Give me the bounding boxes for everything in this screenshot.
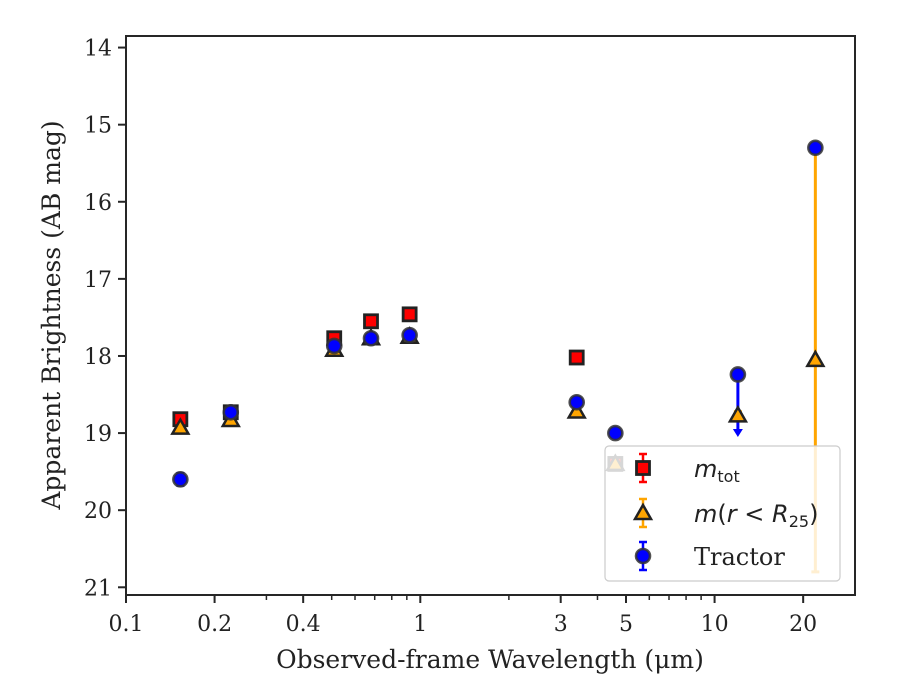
legend-label-mtot-m: m — [694, 455, 717, 483]
tractor-point-6 — [607, 424, 624, 442]
legend-marker-mtot — [635, 460, 651, 476]
legend-label-mr25-part-0: m — [694, 500, 717, 528]
tractor-point-8 — [807, 139, 824, 157]
legend-entry-mtot: mtot — [635, 452, 740, 486]
x-tick-label-1: 0.2 — [197, 612, 232, 637]
x-tick-label-7: 20 — [789, 612, 817, 637]
legend-box — [604, 445, 841, 582]
tractor-point-3 — [362, 329, 380, 347]
y-tick-label-4: 18 — [84, 345, 112, 370]
legend-entry-tractor: Tractor — [634, 540, 785, 572]
tractor-point-2 — [325, 337, 343, 355]
x-tick-label-0: 0.1 — [109, 612, 144, 637]
x-tick-label-6: 10 — [701, 612, 729, 637]
legend-marker-tractor — [634, 547, 652, 565]
legend-label-mr25-part-2: r — [727, 500, 739, 528]
mr25-point-8 — [805, 349, 826, 368]
y-tick-label-6: 20 — [84, 499, 112, 524]
y-tick-label-0: 14 — [84, 37, 112, 62]
y-tick-label-5: 19 — [84, 422, 112, 447]
legend-label-mtot: mtot — [694, 455, 740, 486]
legend-entry-mr25: m(r < R25) — [632, 497, 818, 531]
legend-label-mr25-part-3: < — [737, 500, 772, 528]
y-tick-label-7: 21 — [84, 576, 112, 601]
mtot-point-3 — [363, 313, 379, 330]
y-tick-label-1: 15 — [84, 114, 112, 139]
legend-label-mr25-part-6: ) — [809, 500, 818, 528]
mtot-point-5 — [568, 349, 585, 366]
tractor-point-1 — [222, 403, 240, 421]
legend-marker-mr25 — [632, 502, 654, 521]
mr25-point-7 — [727, 404, 749, 423]
legend-label-mr25-part-4: R — [772, 500, 789, 528]
x-tick-label-5: 5 — [619, 612, 633, 637]
tractor-point-0 — [172, 471, 189, 488]
y-tick-label-3: 17 — [84, 268, 112, 293]
tractor-point-4 — [401, 326, 418, 344]
legend-label-mr25-part-5: 25 — [789, 512, 809, 531]
legend-label-mr25-part-1: ( — [717, 500, 726, 528]
x-tick-label-4: 3 — [554, 612, 568, 637]
legend-label-mr25: m(r < R25) — [694, 500, 818, 531]
tractor-upper-limit-arrow-7 — [732, 428, 743, 437]
legend-label-mtot-sub: tot — [717, 467, 739, 486]
mr25-point-0 — [170, 417, 191, 435]
x-tick-label-3: 1 — [413, 612, 427, 637]
tractor-point-7 — [729, 366, 747, 383]
axes: 14 15 16 17 18 19 20 21 0.1 0.2 0.4 1 3 5 10 20 — [84, 35, 856, 637]
x-tick-label-2: 0.4 — [286, 612, 321, 637]
x-axis-label: Observed-frame Wavelength (μm) — [276, 645, 704, 674]
legend-label-tractor: Tractor — [694, 543, 785, 571]
y-tick-label-2: 16 — [84, 191, 112, 216]
mtot-point-4 — [401, 306, 418, 323]
tractor-point-5 — [568, 393, 586, 411]
y-axis-label: Apparent Brightness (AB mag) — [37, 120, 66, 510]
plot-frame — [125, 35, 856, 596]
